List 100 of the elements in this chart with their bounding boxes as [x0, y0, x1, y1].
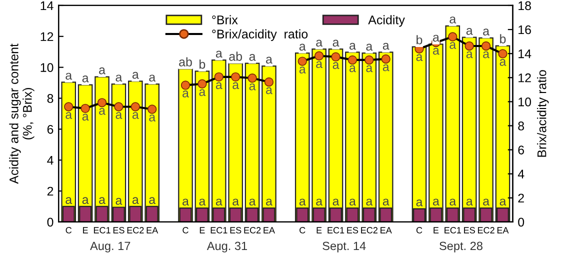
data-label: a	[466, 198, 473, 206]
y-tick-label: 10	[40, 63, 54, 72]
x-tick-label: EC2	[361, 227, 378, 234]
y-tick-label: 4	[47, 156, 54, 165]
x-tick-label: EC2	[244, 227, 261, 234]
point	[298, 56, 307, 66]
data-label: a	[66, 72, 72, 80]
point	[264, 77, 274, 87]
x-tick-label: EC2	[478, 227, 494, 234]
data-label: a	[450, 198, 456, 206]
point	[97, 98, 107, 108]
data-label: a	[182, 90, 189, 98]
data-label: a	[216, 198, 222, 206]
x-tick-label: EA	[380, 227, 392, 234]
x-tick-label: C	[300, 227, 306, 234]
data-label: a	[316, 61, 323, 68]
data-label: a	[82, 197, 89, 204]
data-label: a	[366, 44, 373, 51]
bar	[345, 52, 360, 222]
data-label: a	[99, 108, 106, 115]
x-tick-label: E	[316, 227, 322, 234]
data-label: a	[382, 198, 390, 206]
text: Aug. 31	[206, 242, 248, 252]
y2-tick-label: 8	[518, 122, 524, 130]
data-label: a	[66, 197, 72, 204]
data-label: a	[232, 82, 240, 90]
y-tick-label: 0	[47, 218, 54, 227]
x-tick-label: C	[416, 227, 422, 234]
y-tick-label: 14	[40, 1, 54, 10]
point	[80, 104, 90, 114]
data-label: a	[316, 198, 323, 206]
data-label: a	[216, 82, 222, 90]
x-tick-label: ES	[347, 227, 358, 234]
data-label: a	[149, 197, 156, 204]
point	[364, 55, 374, 65]
y2-tick-label: 16	[518, 25, 531, 34]
y2-axis-title: Brix/acidity ratio	[537, 70, 549, 157]
data-label: ab	[229, 52, 242, 61]
data-label: a	[266, 198, 272, 206]
data-label: a	[350, 65, 356, 72]
x-tick-label: EA	[146, 227, 158, 234]
x-tick-label: EC2	[127, 227, 144, 234]
data-label: a	[66, 112, 72, 119]
point	[64, 102, 74, 112]
data-label: a	[299, 198, 306, 206]
point	[231, 72, 240, 82]
x-tick-label: EC1	[444, 227, 461, 234]
data-label: a	[199, 198, 206, 206]
data-label: a	[483, 198, 490, 206]
y2-tick-label: 6	[518, 146, 524, 154]
data-label: a	[216, 50, 222, 58]
data-label: b	[500, 34, 506, 44]
data-label: a	[232, 198, 240, 206]
text: Sept. 14	[322, 242, 366, 252]
data-label: a	[382, 42, 390, 50]
data-label: a	[433, 48, 440, 55]
point	[464, 41, 474, 51]
x-tick-label: EA	[264, 227, 275, 234]
point	[348, 55, 358, 65]
data-label: a	[116, 74, 122, 82]
point	[130, 102, 140, 112]
data-label: a	[116, 112, 122, 119]
y2-tick-label: 10	[518, 97, 532, 106]
data-label: a	[132, 112, 139, 119]
data-label: a	[483, 28, 490, 36]
y2-tick-label: 12	[518, 73, 531, 82]
legend-label: Acidity	[368, 15, 405, 27]
data-label: a	[483, 51, 490, 58]
data-label: a	[450, 16, 456, 24]
point	[331, 52, 340, 62]
data-label: a	[116, 198, 122, 205]
data-label: a	[249, 54, 256, 61]
point	[381, 54, 390, 64]
point	[114, 102, 124, 112]
data-label: a	[99, 197, 106, 204]
legend-label: °Brix	[212, 15, 238, 24]
data-label: a	[82, 114, 89, 121]
data-label: a	[249, 83, 256, 90]
x-tick-label: ES	[464, 227, 475, 234]
y2-tick-label: 18	[518, 1, 531, 10]
point	[481, 41, 491, 51]
y-tick-label: 2	[47, 186, 54, 196]
data-label: a	[332, 198, 340, 206]
y-tick-label: 8	[47, 94, 54, 103]
data-label: a	[132, 197, 139, 204]
data-label: a	[332, 40, 340, 47]
point	[198, 79, 207, 88]
point	[314, 51, 324, 60]
legend-label: °Brix/acidity ratio	[212, 29, 308, 41]
data-label: a	[500, 59, 506, 66]
data-label: a	[433, 34, 440, 42]
data-label: a	[366, 198, 373, 206]
x-tick-label: C	[182, 227, 188, 234]
data-label: a	[182, 198, 189, 206]
y2-tick-label: 0	[518, 218, 524, 227]
point	[248, 74, 257, 83]
data-label: a	[416, 199, 423, 206]
x-tick-label: E	[200, 227, 205, 234]
data-label: a	[199, 89, 206, 96]
x-tick-label: EC1	[94, 227, 110, 234]
